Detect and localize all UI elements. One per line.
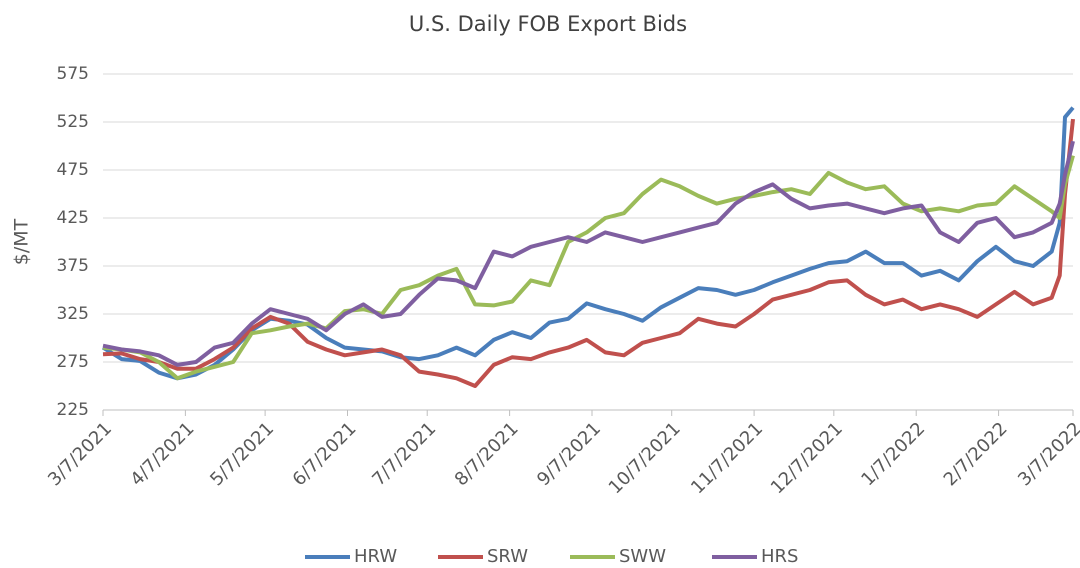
chart-title: U.S. Daily FOB Export Bids xyxy=(409,12,687,36)
y-axis-label: $/MT xyxy=(11,218,33,265)
x-tick-label: 2/7/2022 xyxy=(940,418,1012,490)
x-tick-label: 10/7/2021 xyxy=(605,418,685,498)
series-line xyxy=(102,118,1075,388)
y-tick-label: 575 xyxy=(57,64,89,84)
legend-label: SWW xyxy=(619,546,666,567)
series-line xyxy=(102,140,1075,367)
series-line xyxy=(102,155,1075,381)
x-tick-label: 5/7/2021 xyxy=(206,418,278,490)
y-tick-label: 275 xyxy=(57,352,89,372)
y-tick-label: 475 xyxy=(57,160,89,180)
legend-label: SRW xyxy=(487,546,528,567)
x-tick-label: 8/7/2021 xyxy=(451,418,523,490)
x-tick-label: 11/7/2021 xyxy=(687,418,767,498)
y-tick-label: 425 xyxy=(57,208,89,228)
y-tick-label: 225 xyxy=(57,400,89,420)
x-tick-label: 12/7/2021 xyxy=(767,418,847,498)
x-tick-label: 1/7/2022 xyxy=(857,418,929,490)
x-tick-label: 3/7/2022 xyxy=(1014,418,1080,490)
y-tick-label: 325 xyxy=(57,304,89,324)
x-tick-label: 7/7/2021 xyxy=(368,418,440,490)
x-tick-label: 9/7/2021 xyxy=(533,418,605,490)
x-tick-label: 6/7/2021 xyxy=(289,418,361,490)
x-tick-label: 4/7/2021 xyxy=(126,418,198,490)
legend-label: HRS xyxy=(761,546,798,567)
y-tick-label: 525 xyxy=(57,112,89,132)
legend-label: HRW xyxy=(354,546,397,567)
x-tick-label: 3/7/2021 xyxy=(44,418,116,490)
y-tick-label: 375 xyxy=(57,256,89,276)
